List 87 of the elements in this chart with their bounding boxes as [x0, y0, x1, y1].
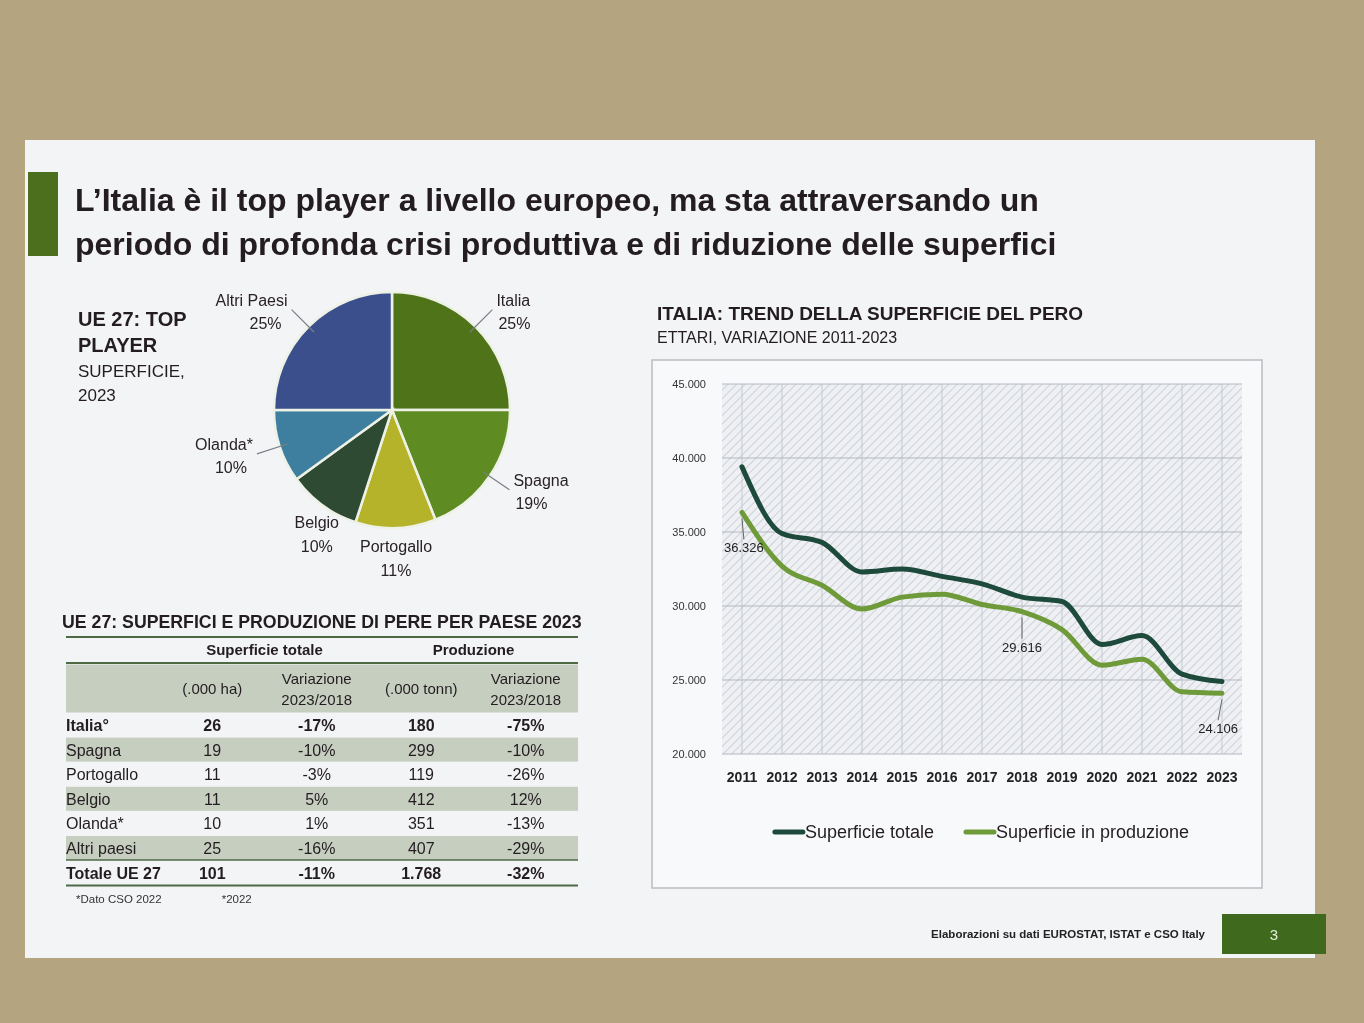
data-label: -29% — [507, 840, 545, 857]
data-label: -10% — [298, 741, 336, 759]
data-label: -11% — [298, 864, 335, 882]
data-label: 29.616 — [1002, 639, 1042, 655]
data-label: 25% — [249, 314, 282, 332]
data-label: 11 — [203, 790, 221, 808]
data-label: 1.768 — [401, 864, 442, 882]
category-label: Italia° — [66, 717, 109, 734]
text: Elaborazioni su dati EUROSTAT, ISTAT e CSO Italy — [931, 928, 1206, 940]
data-label: 24.106 — [1198, 721, 1238, 737]
text: 3 — [1269, 926, 1279, 943]
x-tick-label: 2023 — [1206, 769, 1238, 785]
x-tick-label: 2017 — [966, 769, 998, 785]
slice-label: Olanda* — [195, 435, 253, 453]
text: Variazione 2023/2018 — [490, 670, 562, 708]
y-tick-label: 45.000 — [672, 378, 706, 390]
data-label: -75% — [507, 717, 545, 734]
text: *2022 — [221, 893, 252, 905]
y-tick-label: 25.000 — [672, 674, 706, 686]
text: *Dato CSO 2022 — [76, 893, 162, 905]
data-label: 10 — [203, 815, 222, 833]
data-label: 180 — [407, 717, 435, 734]
x-tick-label: 2011 — [726, 769, 758, 785]
text: SUPERFICIE, 2023 — [78, 362, 185, 405]
data-label: 19% — [515, 494, 548, 512]
text: UE 27: TOP PLAYER — [78, 308, 187, 356]
data-label: 101 — [198, 864, 226, 882]
x-tick-label: 2019 — [1046, 769, 1078, 785]
data-label: 1% — [305, 815, 329, 833]
category-label: Spagna — [66, 741, 122, 759]
y-tick-label: 35.000 — [672, 526, 706, 538]
chart-title: ITALIA: TREND DELLA SUPERFICIE DEL PERO — [657, 303, 1084, 324]
y-tick-label: 40.000 — [672, 452, 706, 464]
x-tick-label: 2020 — [1086, 769, 1118, 785]
legend-label: Superficie totale — [804, 822, 934, 842]
category-label: Belgio — [66, 790, 111, 808]
x-tick-label: 2012 — [766, 769, 798, 785]
data-label: -17% — [298, 717, 336, 734]
data-label: 36.326 — [724, 540, 764, 556]
x-tick-label: 2015 — [886, 769, 918, 785]
x-tick-label: 2022 — [1166, 769, 1198, 785]
x-tick-label: 2014 — [846, 769, 878, 785]
legend-label: Superficie in produzione — [995, 822, 1190, 842]
category-label: Altri paesi — [66, 840, 137, 857]
text: Superficie totale — [206, 641, 323, 658]
data-label: 119 — [408, 766, 435, 784]
data-label: -32% — [507, 864, 545, 882]
slice-label: Spagna — [513, 471, 569, 489]
y-tick-label: 20.000 — [672, 748, 706, 760]
data-label: 11 — [203, 766, 221, 784]
text: (.000 ha) — [182, 680, 243, 697]
data-label: -3% — [302, 766, 331, 784]
data-label: 10% — [300, 537, 333, 555]
text: Variazione 2023/2018 — [281, 670, 353, 708]
data-label: 26 — [203, 717, 222, 734]
text: Produzione — [432, 641, 515, 658]
text: L’Italia è il top player a livello europeo, ma sta attraversando un periodo di profonda crisi produttiva e di riduzione delle superfici — [75, 182, 1057, 262]
data-label: 5% — [305, 790, 329, 808]
category-label: Olanda* — [66, 815, 124, 833]
text: (.000 tonn) — [384, 680, 458, 697]
data-label: 10% — [214, 458, 247, 476]
data-label: -26% — [507, 766, 545, 784]
chart-subtitle: ETTARI, VARIAZIONE 2011-2023 — [657, 329, 898, 346]
text: UE 27: SUPERFICI E PRODUZIONE DI PERE PER PAESE 2023 — [62, 612, 582, 632]
slice-label: Belgio — [294, 513, 340, 531]
data-label: -16% — [298, 840, 336, 857]
category-label: Portogallo — [66, 766, 139, 784]
data-label: -13% — [507, 815, 545, 833]
data-label: -10% — [507, 741, 545, 759]
data-label: 19 — [203, 741, 222, 759]
x-tick-label: 2018 — [1006, 769, 1038, 785]
data-label: 12% — [509, 790, 542, 808]
slice-label: Portogallo — [360, 537, 433, 555]
category-label: Totale UE 27 — [66, 864, 161, 882]
slice-label: Altri Paesi — [215, 291, 288, 309]
data-label: 407 — [407, 840, 435, 857]
y-tick-label: 30.000 — [672, 600, 706, 612]
data-label: 11% — [380, 561, 412, 579]
data-label: 412 — [407, 790, 435, 808]
x-tick-label: 2021 — [1126, 769, 1158, 785]
x-tick-label: 2013 — [806, 769, 838, 785]
data-label: 25% — [498, 314, 531, 332]
data-label: 351 — [407, 815, 435, 833]
x-tick-label: 2016 — [926, 769, 958, 785]
slice-label: Italia — [496, 291, 531, 309]
data-label: 25 — [203, 840, 222, 857]
data-label: 299 — [407, 741, 435, 759]
